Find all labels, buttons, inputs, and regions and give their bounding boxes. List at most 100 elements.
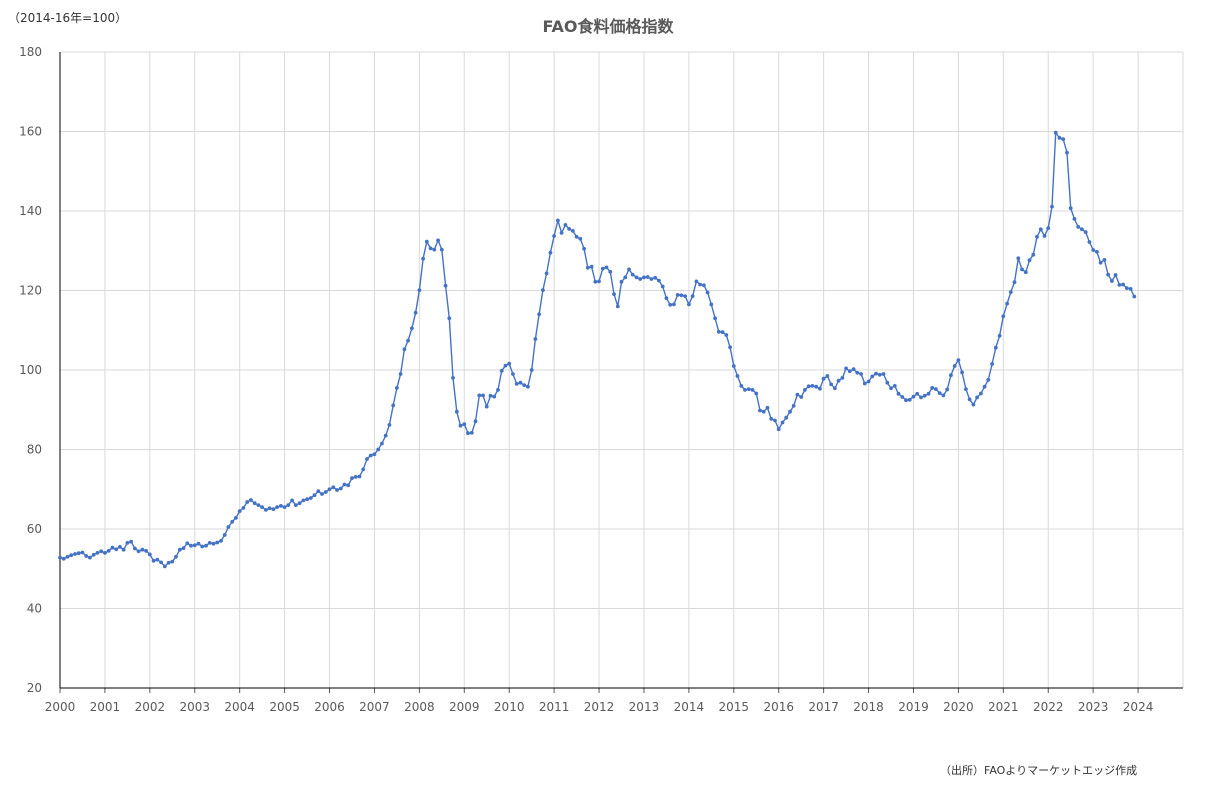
data-point: [964, 387, 968, 391]
data-point: [312, 493, 317, 498]
data-point: [967, 397, 972, 402]
data-point: [118, 545, 122, 549]
data-point: [1027, 258, 1032, 263]
data-point: [320, 492, 324, 496]
data-point: [466, 431, 470, 436]
data-point: [1098, 260, 1103, 265]
data-point: [1046, 226, 1051, 231]
x-tick-label: 2009: [449, 700, 480, 714]
data-point: [597, 279, 601, 284]
data-point: [784, 415, 789, 420]
data-point: [990, 362, 994, 366]
data-point: [114, 547, 119, 552]
data-point: [61, 556, 66, 561]
data-point: [1132, 294, 1137, 299]
data-point: [174, 554, 178, 559]
data-point: [567, 227, 571, 231]
data-point: [241, 506, 246, 510]
data-point: [716, 329, 721, 334]
data-point: [593, 279, 598, 284]
data-point: [451, 376, 455, 380]
data-point: [106, 549, 111, 553]
data-point: [1113, 273, 1118, 277]
data-point: [600, 266, 605, 271]
data-point: [907, 397, 912, 402]
data-point: [653, 275, 658, 280]
data-point: [949, 373, 953, 378]
data-point: [810, 384, 815, 388]
data-point: [503, 363, 508, 368]
data-point: [788, 409, 792, 414]
data-point: [934, 387, 938, 391]
data-point: [859, 372, 863, 376]
data-point: [574, 234, 579, 239]
data-point: [1050, 204, 1054, 209]
data-point: [488, 393, 493, 398]
data-point: [264, 508, 268, 512]
data-point: [900, 395, 905, 399]
y-tick-label: 40: [27, 602, 42, 616]
data-point: [421, 256, 425, 261]
data-point: [870, 374, 875, 379]
data-point: [357, 474, 362, 479]
data-point: [58, 555, 62, 560]
data-point: [361, 467, 366, 472]
data-point: [836, 378, 841, 383]
data-point: [702, 283, 706, 288]
data-point: [129, 539, 134, 544]
data-point: [862, 381, 867, 386]
data-point: [664, 296, 669, 300]
data-point: [226, 525, 231, 529]
x-tick-label: 2017: [808, 700, 839, 714]
data-point: [177, 547, 182, 552]
data-point: [499, 368, 504, 373]
data-point: [84, 554, 89, 558]
data-point: [69, 553, 74, 558]
data-point: [1091, 248, 1096, 252]
data-point: [634, 275, 639, 280]
data-point: [327, 487, 332, 492]
data-point: [919, 395, 923, 400]
data-point: [761, 409, 766, 414]
data-point: [88, 555, 92, 560]
data-point: [960, 370, 964, 375]
data-point: [795, 392, 800, 397]
data-point: [818, 386, 822, 391]
data-point: [612, 292, 616, 296]
data-point: [731, 364, 736, 368]
data-point: [713, 316, 717, 321]
data-point: [346, 483, 351, 488]
data-point: [103, 551, 107, 555]
y-tick-label: 80: [27, 443, 42, 457]
data-point: [690, 294, 695, 298]
data-point: [95, 551, 100, 555]
data-point: [481, 393, 485, 398]
x-tick-label: 2016: [763, 700, 794, 714]
x-tick-label: 2011: [539, 700, 570, 714]
data-point: [133, 546, 137, 551]
data-point: [582, 246, 586, 251]
data-point: [855, 370, 860, 375]
grid: [59, 51, 1184, 689]
data-point: [821, 376, 826, 381]
data-point: [705, 290, 710, 295]
data-point: [308, 496, 313, 500]
data-point: [1061, 137, 1066, 142]
data-point: [993, 345, 998, 350]
data-point: [147, 552, 152, 557]
data-point: [1053, 130, 1058, 135]
data-point: [338, 486, 343, 491]
data-point: [507, 361, 512, 366]
data-point: [204, 543, 208, 548]
data-point: [162, 564, 167, 569]
data-point: [1106, 272, 1110, 277]
x-tick-label: 2001: [90, 700, 121, 714]
x-tick-label: 2013: [629, 700, 660, 714]
data-point: [136, 549, 141, 554]
y-tick-label: 140: [19, 204, 42, 218]
data-point: [1068, 206, 1073, 211]
data-point: [222, 533, 227, 537]
data-point: [518, 380, 523, 385]
x-tick-label: 2007: [359, 700, 390, 714]
